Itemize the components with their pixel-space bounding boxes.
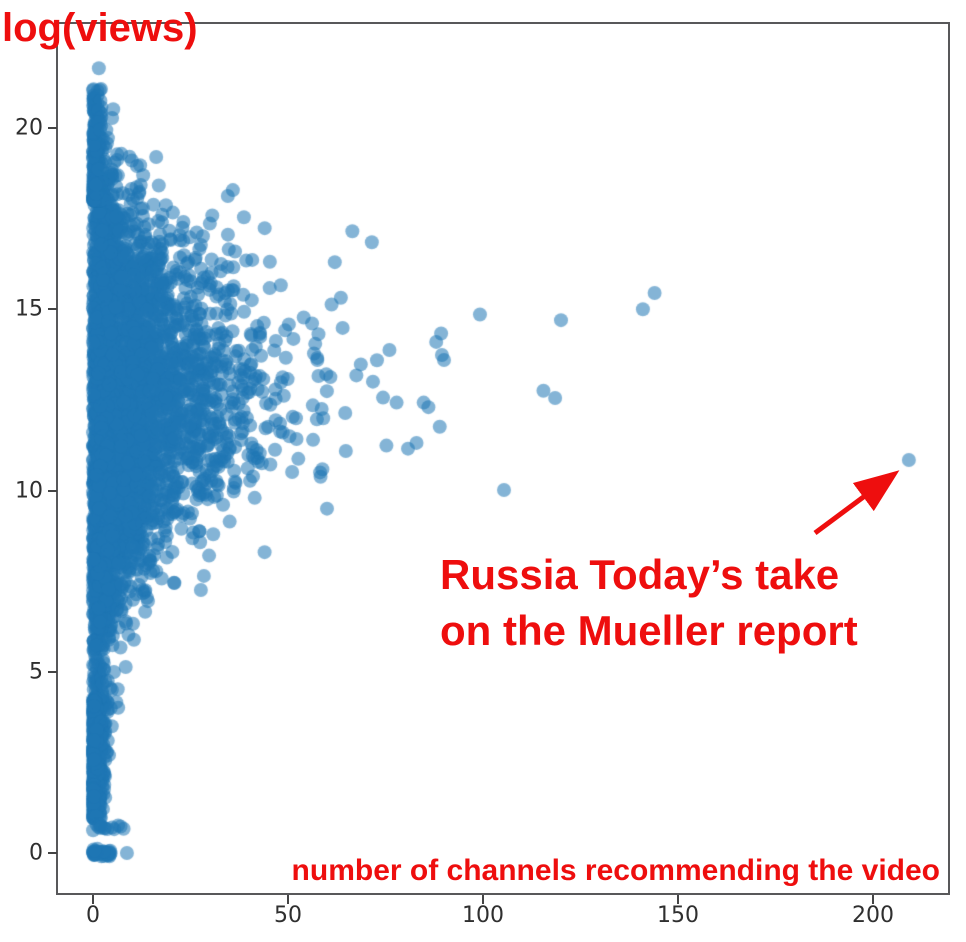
y-axis-title: log(views) bbox=[2, 6, 198, 50]
x-tick-label: 200 bbox=[852, 903, 894, 928]
x-tick-label: 50 bbox=[274, 903, 302, 928]
annotation-line-2: on the Mueller report bbox=[440, 607, 858, 654]
x-tick bbox=[872, 895, 874, 904]
x-tick bbox=[482, 895, 484, 904]
annotation-label: Russia Today’s take on the Mueller repor… bbox=[440, 547, 858, 659]
x-tick bbox=[92, 895, 94, 904]
x-tick-label: 0 bbox=[86, 903, 100, 928]
x-tick-label: 100 bbox=[462, 903, 504, 928]
y-tick-label: 15 bbox=[15, 296, 43, 322]
y-tick bbox=[48, 308, 57, 311]
x-tick bbox=[677, 895, 679, 904]
y-tick-label: 5 bbox=[29, 659, 43, 685]
y-tick-label: 10 bbox=[15, 478, 43, 503]
y-tick-label: 20 bbox=[15, 115, 43, 141]
y-tick bbox=[48, 489, 57, 492]
y-tick bbox=[48, 670, 57, 673]
annotation-line-1: Russia Today’s take bbox=[440, 551, 840, 598]
x-axis-title: number of channels recommending the vide… bbox=[291, 854, 940, 887]
y-tick bbox=[48, 852, 57, 854]
scatter-points-canvas bbox=[58, 24, 948, 893]
y-tick bbox=[48, 127, 57, 129]
x-tick-label: 150 bbox=[657, 903, 699, 928]
y-tick-label: 0 bbox=[29, 840, 43, 866]
x-tick bbox=[287, 895, 289, 904]
